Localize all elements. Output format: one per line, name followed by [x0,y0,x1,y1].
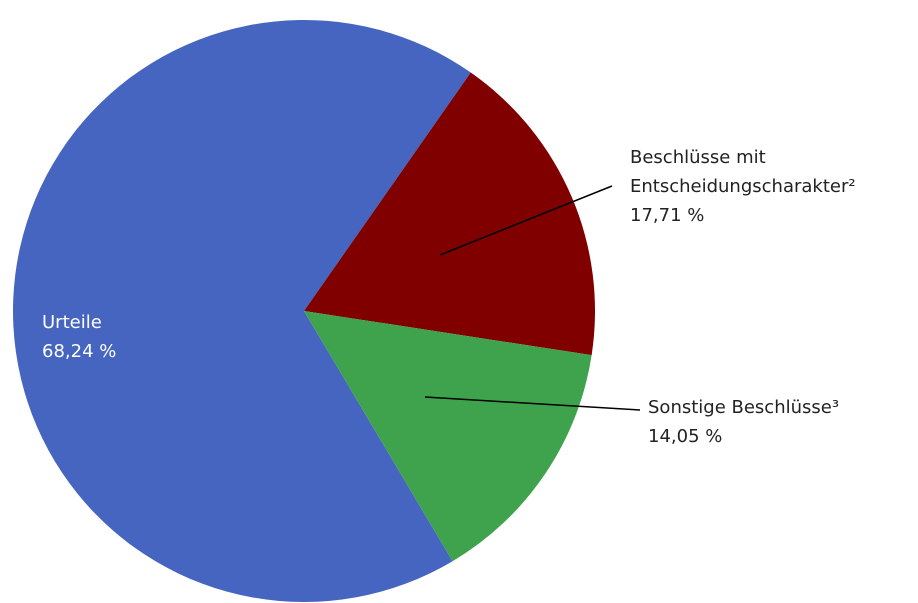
value-label: 14,05 % [648,426,723,447]
slice-label: Beschlüsse mit Entscheidungscharakter² 1… [630,143,915,230]
slice-label: Urteile 68,24 % [42,308,116,366]
pie-slice [304,72,595,356]
pie-slice [304,311,592,562]
slice-label: Sonstige Beschlüsse³ 14,05 % [648,393,839,451]
value-label: 68,24 % [42,341,117,362]
category-label: Urteile [42,312,102,333]
value-label: 17,71 % [630,205,705,226]
pie-slice [13,20,471,603]
leader-line [424,396,641,411]
category-label: Sonstige Beschlüsse³ [648,397,840,418]
leader-line [439,185,613,256]
category-label: Beschlüsse mit Entscheidungscharakter² [630,147,856,197]
